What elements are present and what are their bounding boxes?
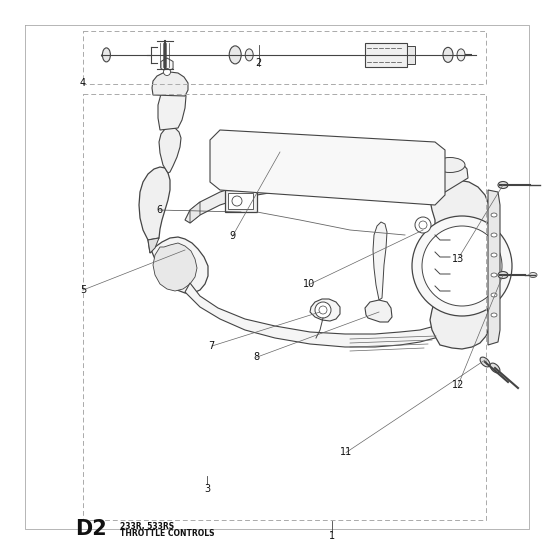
Polygon shape <box>430 180 489 349</box>
Ellipse shape <box>491 313 497 317</box>
Text: 5: 5 <box>80 285 86 295</box>
Ellipse shape <box>491 253 497 257</box>
Ellipse shape <box>490 363 500 373</box>
FancyBboxPatch shape <box>365 43 407 67</box>
Polygon shape <box>210 130 445 205</box>
Ellipse shape <box>457 49 465 61</box>
Text: 9: 9 <box>230 231 235 241</box>
Text: 8: 8 <box>254 352 259 362</box>
Ellipse shape <box>102 48 110 62</box>
Text: 233R, 533RS: 233R, 533RS <box>120 522 175 531</box>
Polygon shape <box>158 83 186 130</box>
Circle shape <box>419 221 427 229</box>
Polygon shape <box>310 299 340 321</box>
Ellipse shape <box>435 157 465 172</box>
Ellipse shape <box>245 49 253 61</box>
Text: 4: 4 <box>80 78 86 88</box>
Polygon shape <box>148 238 159 253</box>
Text: 12: 12 <box>452 380 464 390</box>
Polygon shape <box>152 72 188 96</box>
Circle shape <box>412 216 512 316</box>
Polygon shape <box>488 190 500 345</box>
Text: 11: 11 <box>340 447 352 458</box>
Text: 2: 2 <box>255 58 262 68</box>
FancyBboxPatch shape <box>225 190 257 212</box>
Ellipse shape <box>498 181 508 189</box>
Circle shape <box>164 68 170 76</box>
Polygon shape <box>365 300 392 322</box>
Polygon shape <box>153 243 197 291</box>
Ellipse shape <box>443 48 453 62</box>
Text: 6: 6 <box>157 205 162 215</box>
Circle shape <box>415 217 431 233</box>
Ellipse shape <box>480 357 490 367</box>
FancyBboxPatch shape <box>228 193 253 209</box>
Ellipse shape <box>491 273 497 277</box>
Text: THROTTLE CONTROLS: THROTTLE CONTROLS <box>120 529 215 538</box>
Text: 13: 13 <box>452 254 464 264</box>
Polygon shape <box>185 283 445 347</box>
FancyBboxPatch shape <box>407 46 414 64</box>
Polygon shape <box>432 160 468 200</box>
Circle shape <box>319 306 327 314</box>
Text: 3: 3 <box>204 484 210 494</box>
Circle shape <box>315 302 331 318</box>
Text: 1: 1 <box>329 531 335 542</box>
Polygon shape <box>139 167 170 240</box>
Ellipse shape <box>229 46 241 64</box>
Polygon shape <box>373 222 387 300</box>
Text: D2: D2 <box>75 519 107 539</box>
Ellipse shape <box>498 272 508 278</box>
Circle shape <box>232 196 242 206</box>
Ellipse shape <box>491 293 497 297</box>
Ellipse shape <box>491 233 497 237</box>
Text: 7: 7 <box>208 341 215 351</box>
Polygon shape <box>148 237 208 293</box>
Polygon shape <box>185 175 445 223</box>
Text: 10: 10 <box>303 279 315 290</box>
Ellipse shape <box>529 273 537 278</box>
Ellipse shape <box>491 213 497 217</box>
Polygon shape <box>159 127 181 173</box>
Polygon shape <box>161 58 173 72</box>
Polygon shape <box>190 202 200 223</box>
Circle shape <box>422 226 502 306</box>
